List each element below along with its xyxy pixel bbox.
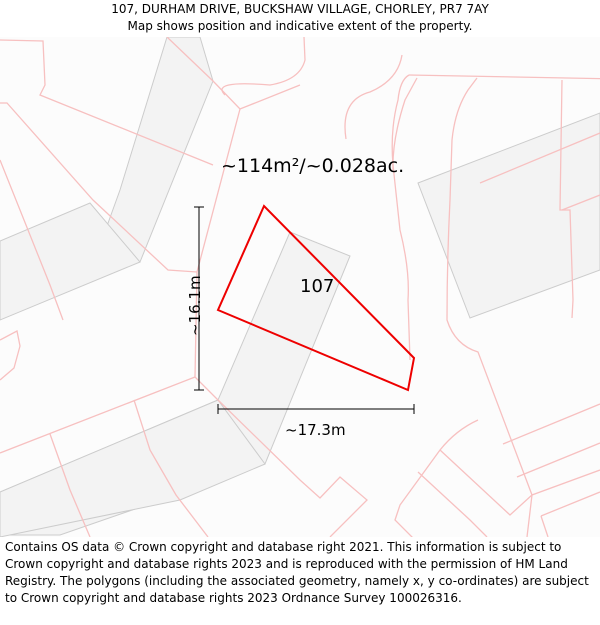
map-header: 107, DURHAM DRIVE, BUCKSHAW VILLAGE, CHO… [0, 0, 600, 37]
property-outline [216, 204, 416, 392]
plot-number-label: 107 [300, 276, 335, 297]
map-canvas [0, 37, 600, 537]
copyright-attribution: Contains OS data © Crown copyright and d… [5, 540, 589, 605]
width-measurement-label: ~17.3m [285, 421, 346, 439]
map-caption: Map shows position and indicative extent… [127, 19, 473, 33]
property-address: 107, DURHAM DRIVE, BUCKSHAW VILLAGE, CHO… [111, 2, 489, 16]
building-footprints [0, 37, 600, 537]
parcel-boundaries [0, 37, 600, 537]
height-measurement-label: ~16.1m [186, 275, 204, 336]
property-map[interactable]: ~114m²/~0.028ac. 107 ~17.3m ~16.1m [0, 37, 600, 537]
measurement-lines [194, 206, 415, 414]
area-label: ~114m²/~0.028ac. [221, 155, 405, 177]
